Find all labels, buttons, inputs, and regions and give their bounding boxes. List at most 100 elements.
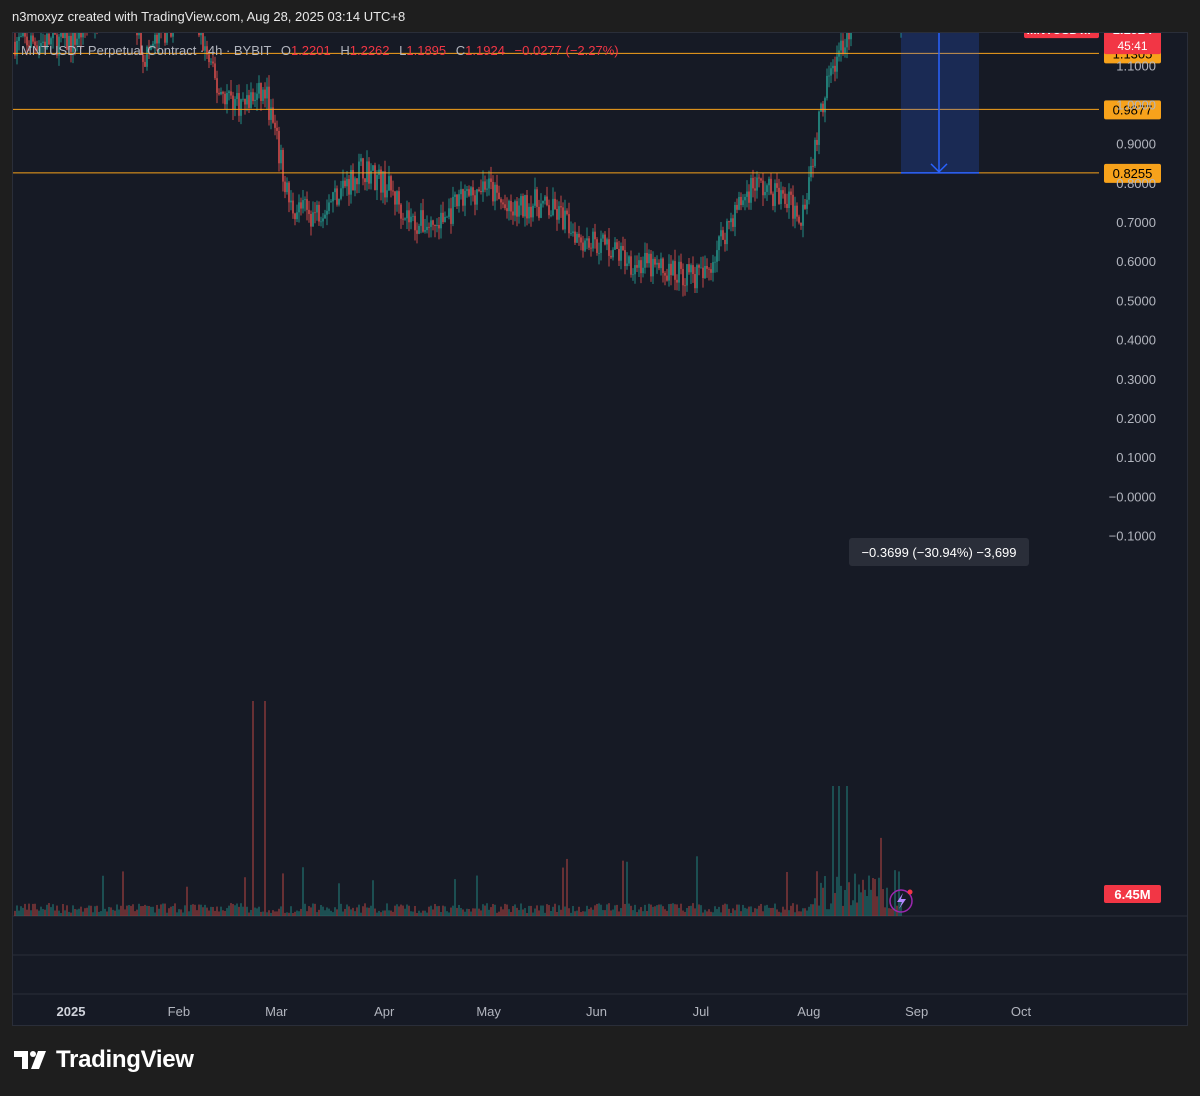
volume-bar bbox=[852, 900, 854, 916]
volume-bar bbox=[586, 905, 588, 916]
low-value: 1.1895 bbox=[406, 43, 447, 58]
candle-body bbox=[296, 212, 298, 220]
volume-bar bbox=[850, 905, 852, 916]
volume-bar bbox=[692, 903, 694, 916]
candle-body bbox=[326, 210, 328, 215]
volume-bar bbox=[800, 911, 802, 916]
candle-body bbox=[142, 54, 144, 62]
volume-bar bbox=[726, 904, 728, 916]
candle-body bbox=[432, 220, 434, 225]
volume-bar bbox=[142, 906, 144, 916]
candle-body bbox=[806, 199, 808, 209]
candle-body bbox=[686, 264, 688, 286]
candle-body bbox=[394, 191, 396, 205]
volume-bar bbox=[272, 910, 274, 916]
candle-body bbox=[684, 285, 686, 287]
candle-body bbox=[138, 33, 140, 36]
volume-bar bbox=[14, 910, 16, 916]
volume-bar bbox=[694, 908, 696, 916]
volume-bar bbox=[490, 907, 492, 916]
candle-body bbox=[492, 181, 494, 202]
candle-body bbox=[172, 33, 174, 37]
candle-body bbox=[588, 238, 590, 248]
candle-body bbox=[424, 230, 426, 232]
volume-bar bbox=[828, 909, 830, 916]
candle-body bbox=[308, 209, 310, 214]
price-tick-label: −0.0000 bbox=[1109, 489, 1156, 504]
candle-body bbox=[636, 265, 638, 268]
volume-bar bbox=[392, 911, 394, 916]
volume-bar bbox=[196, 910, 198, 916]
candle-body bbox=[446, 216, 448, 218]
volume-bar bbox=[404, 908, 406, 916]
candle-body bbox=[678, 261, 680, 283]
volume-bar bbox=[254, 907, 256, 916]
volume-bar bbox=[588, 909, 590, 916]
volume-bar bbox=[212, 906, 214, 916]
volume-bar bbox=[866, 896, 868, 916]
volume-bar bbox=[832, 786, 834, 916]
volume-bar bbox=[202, 907, 204, 916]
volume-bar bbox=[256, 908, 258, 916]
candle-body bbox=[74, 33, 76, 45]
candle-body bbox=[510, 200, 512, 212]
candle-body bbox=[330, 201, 332, 203]
candle-body bbox=[34, 41, 36, 46]
candle-body bbox=[522, 196, 524, 217]
volume-bar bbox=[304, 903, 306, 916]
volume-bar bbox=[46, 904, 48, 916]
candle-body bbox=[832, 65, 834, 69]
price-tick-label: 0.9000 bbox=[1116, 137, 1156, 152]
volume-bar bbox=[754, 908, 756, 916]
volume-bar bbox=[78, 908, 80, 916]
candle-body bbox=[436, 225, 438, 227]
grid bbox=[13, 915, 1187, 995]
volume-bar bbox=[336, 909, 338, 916]
volume-bar bbox=[164, 903, 166, 916]
volume-bar bbox=[642, 911, 644, 916]
measure-arrow-head bbox=[930, 163, 948, 173]
candle-body bbox=[476, 189, 478, 205]
candle-body bbox=[244, 98, 246, 105]
volume-bar bbox=[280, 906, 282, 916]
candle-body bbox=[452, 196, 454, 224]
volume-bar bbox=[374, 908, 376, 916]
volume-bar bbox=[716, 909, 718, 916]
candle-body bbox=[238, 93, 240, 116]
candle-body bbox=[356, 178, 358, 185]
candle-body bbox=[222, 91, 224, 94]
candle-body bbox=[826, 75, 828, 99]
volume-bar bbox=[710, 911, 712, 916]
candle-body bbox=[14, 41, 16, 56]
candle-body bbox=[688, 264, 690, 273]
candle-body bbox=[596, 239, 598, 254]
candle-body bbox=[566, 210, 568, 215]
candle-body bbox=[680, 261, 682, 269]
candle-body bbox=[756, 177, 758, 191]
candle-body bbox=[844, 47, 846, 54]
volume-bar bbox=[366, 907, 368, 916]
candle-body bbox=[672, 261, 674, 276]
candle-body bbox=[450, 208, 452, 224]
volume-bar bbox=[636, 912, 638, 916]
candle-body bbox=[314, 212, 316, 214]
volume-bar bbox=[808, 906, 810, 916]
candle-body bbox=[480, 190, 482, 193]
tradingview-logo-icon bbox=[14, 1051, 46, 1069]
volume-bar bbox=[74, 909, 76, 916]
candle-body bbox=[824, 98, 826, 113]
chart-pane[interactable]: 1.13050.98770.8255MNTUSDT.P1.192445:416.… bbox=[12, 32, 1188, 1026]
candle-body bbox=[736, 204, 738, 210]
price-tick-label: 0.6000 bbox=[1116, 254, 1156, 269]
tradingview-logo[interactable]: TradingView bbox=[14, 1046, 194, 1074]
volume-bar bbox=[612, 909, 614, 916]
volume-bar bbox=[22, 907, 24, 916]
volume-bar bbox=[198, 904, 200, 916]
candle-body bbox=[70, 35, 72, 52]
volume-bar bbox=[376, 912, 378, 916]
candle-body bbox=[528, 206, 530, 219]
candle-body bbox=[460, 189, 462, 195]
volume-bar bbox=[296, 910, 298, 916]
level-price-label: 0.9877 bbox=[1113, 102, 1153, 117]
candlestick-chart[interactable]: 1.13050.98770.8255MNTUSDT.P1.192445:416.… bbox=[13, 33, 1188, 1026]
